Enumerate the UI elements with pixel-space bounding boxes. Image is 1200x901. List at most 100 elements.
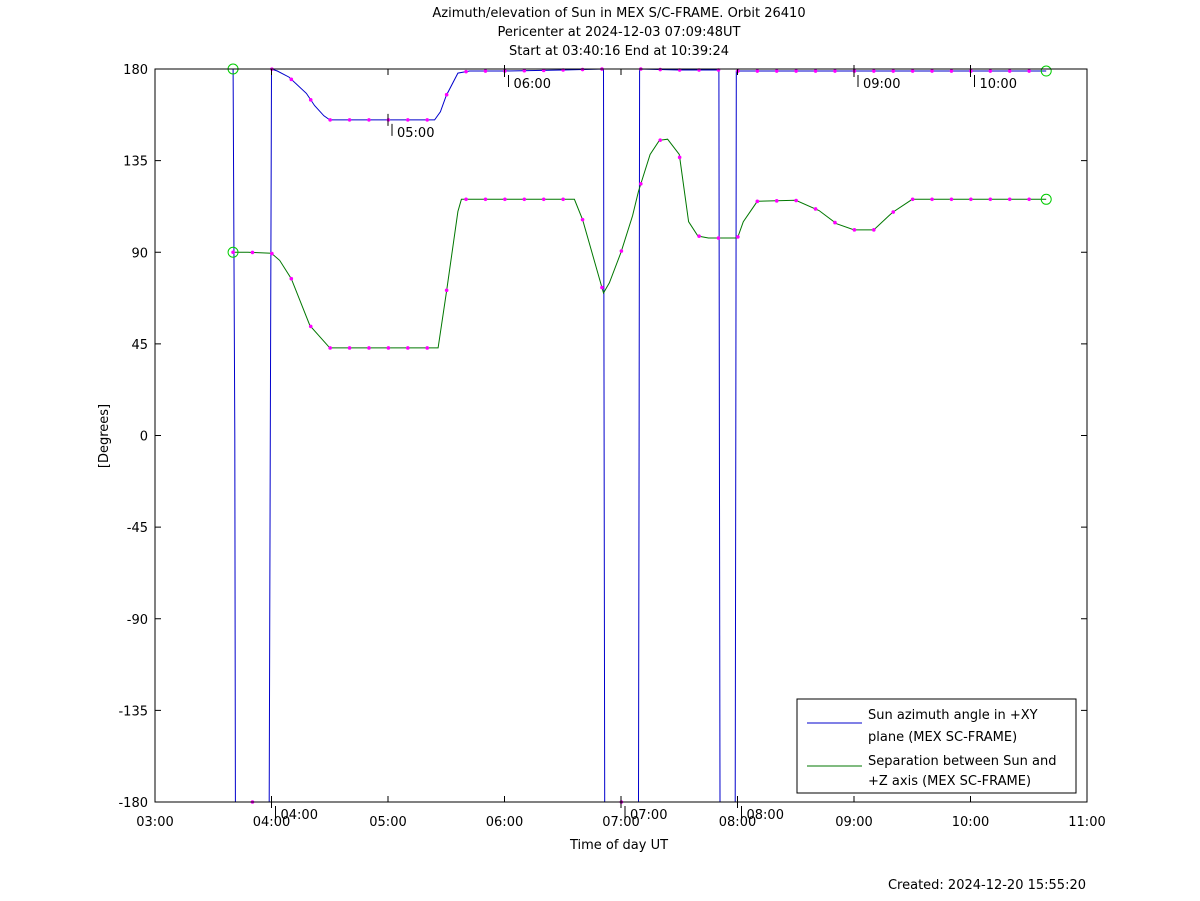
separation-sample-marker <box>580 217 585 222</box>
x-tick-label: 07:00 <box>602 815 639 830</box>
legend-label-separation-line1: Separation between Sun and <box>868 754 1056 769</box>
series-endpoint-marker <box>1040 65 1052 77</box>
hour-annotation-label: 05:00 <box>397 126 434 141</box>
separation-sample-marker <box>503 197 507 202</box>
x-axis-label: Time of day UT <box>569 838 668 853</box>
separation-sample-marker <box>774 199 779 203</box>
azimuth-sample-marker <box>813 69 818 73</box>
separation-sample-marker <box>367 346 371 350</box>
azimuth-sample-marker <box>658 67 663 72</box>
series-endpoint-marker <box>227 246 239 258</box>
y-tick-label: 90 <box>131 246 148 261</box>
separation-sample-marker <box>949 197 954 202</box>
y-tick-label: -45 <box>127 521 148 536</box>
y-tick-label: 135 <box>123 155 148 170</box>
separation-sample-marker <box>716 236 721 240</box>
separation-sample-marker <box>852 228 857 232</box>
azimuth-sample-marker <box>833 69 837 73</box>
hour-annotation-label: 07:00 <box>630 808 667 823</box>
separation-sample-marker <box>697 234 701 238</box>
y-tick-label: -90 <box>127 613 148 628</box>
separation-sample-marker <box>522 197 527 202</box>
plot-layer: 04:00 05:00 06:00 07:00 08:00 09:00 10:00 <box>227 63 1052 823</box>
azimuth-sample-marker <box>425 118 430 122</box>
separation-sample-marker <box>406 346 410 350</box>
ticks-layer: 03:00 04:00 05:00 06:00 07:00 08:00 09:00 10:00… <box>118 63 1105 830</box>
separation-sample-marker <box>425 346 430 350</box>
x-tick-label: 05:00 <box>369 815 406 830</box>
y-tick-label: -135 <box>118 704 148 719</box>
separation-sample-marker <box>677 155 682 160</box>
separation-sample-marker <box>988 197 993 202</box>
separation-sample-marker <box>658 138 663 142</box>
separation-sample-marker <box>619 249 624 253</box>
hour-annotation-label: 06:00 <box>514 77 551 92</box>
separation-sample-marker <box>600 285 604 290</box>
separation-sample-marker <box>483 197 488 202</box>
separation-sample-marker <box>464 197 468 202</box>
azimuth-sample-marker <box>794 69 798 73</box>
azimuth-sample-marker <box>580 67 585 72</box>
azimuth-sample-marker <box>949 69 954 73</box>
hour-annotation-label: 10:00 <box>980 77 1017 92</box>
chart-subtitle-pericenter: Pericenter at 2024-12-03 07:09:48UT <box>497 25 740 40</box>
separation-sample-marker <box>289 276 294 281</box>
y-tick-label: -180 <box>118 796 148 811</box>
y-tick-label: 0 <box>140 430 148 445</box>
azimuth-sample-marker <box>483 69 488 73</box>
x-tick-label: 08:00 <box>719 815 756 830</box>
chart-subtitle-start-end: Start at 03:40:16 End at 10:39:24 <box>509 44 729 59</box>
azimuth-sample-marker <box>522 68 527 73</box>
hour-annotation-label: 08:00 <box>747 808 784 823</box>
y-axis-label: [Degrees] <box>97 404 112 468</box>
azimuth-sample-marker <box>755 69 760 73</box>
separation-sample-marker <box>328 346 332 350</box>
separation-sample-marker <box>444 288 449 293</box>
x-tick-label: 09:00 <box>835 815 872 830</box>
separation-sample-marker <box>270 251 274 256</box>
separation-sample-marker <box>736 235 740 239</box>
y-tick-label: 180 <box>123 63 148 78</box>
chart-title: Azimuth/elevation of Sun in MEX S/C-FRAM… <box>432 6 805 21</box>
azimuth-sample-marker <box>406 118 410 122</box>
azimuth-sample-marker <box>464 69 468 74</box>
azimuth-series-line <box>232 68 1047 803</box>
azimuth-sample-marker <box>1027 69 1031 73</box>
legend-label-azimuth-line1: Sun azimuth angle in +XY <box>868 708 1038 723</box>
legend: Sun azimuth angle in +XY plane (MEX SC-F… <box>796 698 1077 794</box>
azimuth-sample-marker <box>891 69 896 73</box>
separation-sample-marker <box>1007 197 1012 202</box>
x-tick-label: 11:00 <box>1068 815 1105 830</box>
azimuth-sample-marker <box>988 69 993 73</box>
azimuth-sample-marker <box>367 118 371 122</box>
x-tick-label: 03:00 <box>136 815 173 830</box>
separation-sample-marker <box>347 346 352 350</box>
azimuth-sample-marker <box>444 92 449 97</box>
azimuth-sample-marker <box>872 69 876 73</box>
legend-label-azimuth-line2: plane (MEX SC-FRAME) <box>868 730 1017 745</box>
legend-box <box>796 698 1077 794</box>
hour-annotation-label: 09:00 <box>863 77 900 92</box>
azimuth-sample-marker <box>910 69 915 73</box>
separation-sample-marker <box>930 197 934 202</box>
y-tick-label: 45 <box>131 338 148 353</box>
separation-sample-marker <box>231 250 235 255</box>
separation-sample-marker <box>561 197 565 202</box>
azimuth-sample-marker <box>289 77 294 82</box>
separation-sample-marker <box>541 197 546 202</box>
x-tick-label: 04:00 <box>253 815 290 830</box>
separation-sample-marker <box>891 210 896 214</box>
azimuth-sample-marker <box>347 118 352 122</box>
azimuth-sample-marker <box>930 69 934 73</box>
separation-sample-marker <box>386 346 391 350</box>
separation-sample-marker <box>639 182 643 186</box>
azimuth-sample-marker <box>328 118 332 122</box>
azimuth-sample-marker <box>1007 69 1012 73</box>
series-endpoint-marker <box>1040 193 1052 205</box>
separation-sample-marker <box>250 250 255 255</box>
legend-label-separation-line2: +Z axis (MEX SC-FRAME) <box>868 774 1031 789</box>
separation-sample-marker <box>872 228 876 232</box>
plot-frame <box>154 68 1088 803</box>
separation-sample-marker <box>755 199 760 204</box>
